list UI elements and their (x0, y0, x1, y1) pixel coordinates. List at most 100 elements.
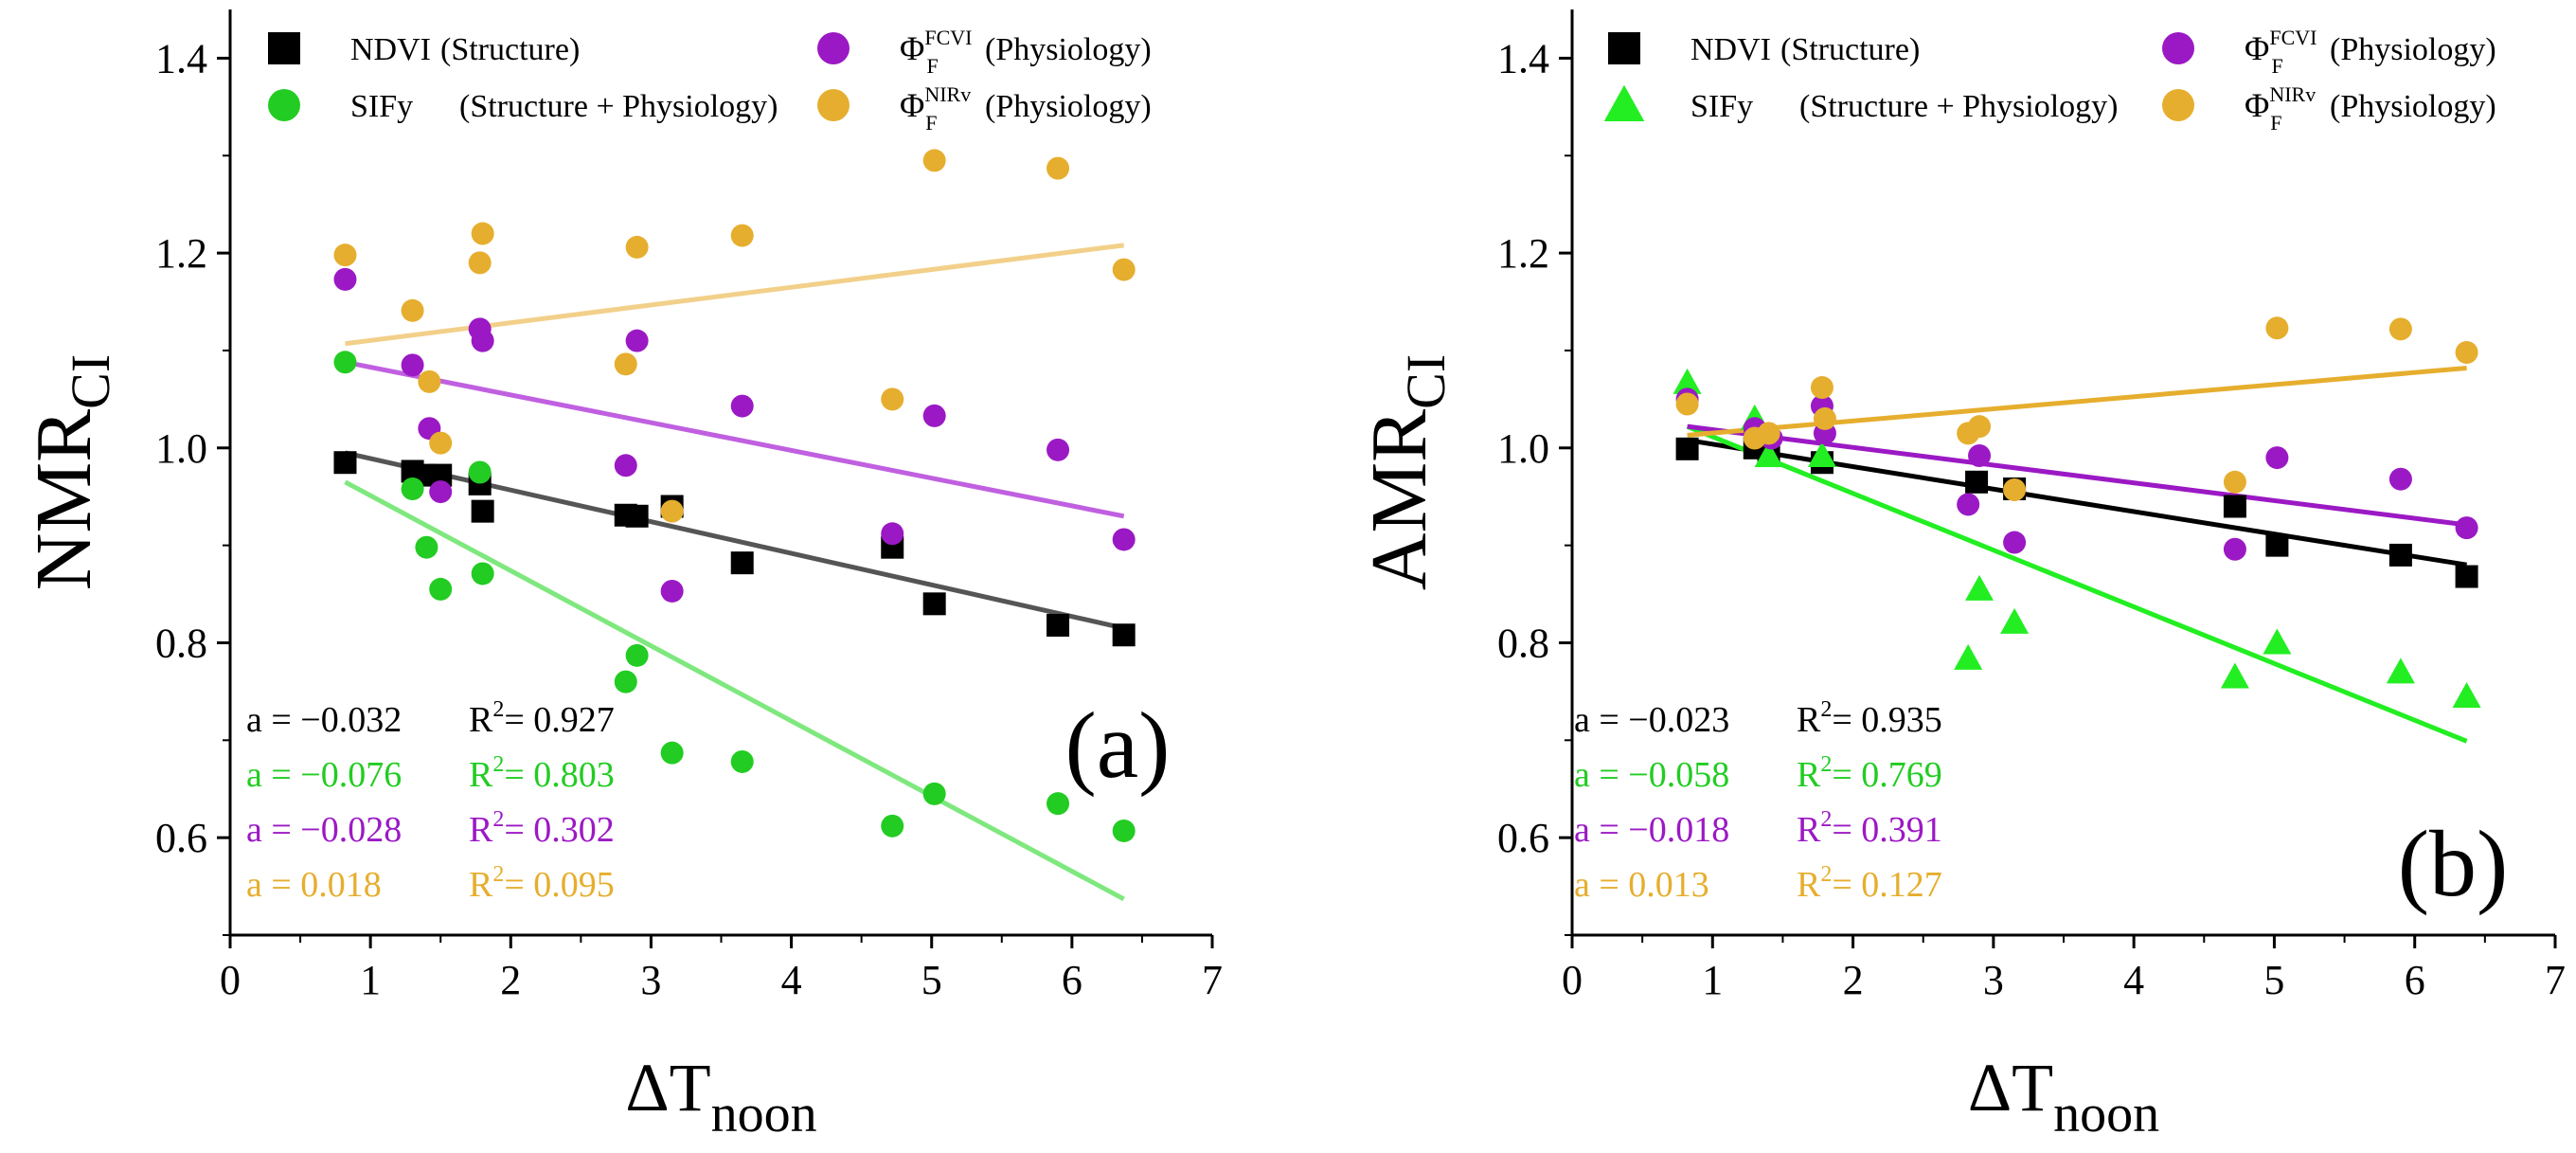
data-point-fnirv (429, 431, 453, 455)
legend-sup: NIRv (2269, 82, 2316, 106)
fit-line-fnirv (345, 243, 1124, 347)
data-point-sify (1965, 574, 1995, 601)
stat-slope: a = −0.058 (1574, 755, 1729, 795)
y-tick-label: 1.0 (1497, 425, 1549, 472)
data-point-ffcvi (2003, 531, 2027, 554)
x-axis-label: ΔTnoon (1968, 1050, 2159, 1144)
data-point-sify (2452, 682, 2481, 709)
data-point-ndvi (922, 592, 946, 616)
data-point-ffcvi (471, 329, 494, 352)
fit-line-ffcvi (1687, 423, 2467, 528)
panel-b: 0 1 2 3 4 5 6 7 0.6 0.8 1.0 1.2 1.4 NDVI (Structure) SI… (1355, 9, 2566, 1144)
legend-desc: (Structure) (1780, 32, 1920, 67)
x-tick-label: 1 (360, 957, 381, 1003)
data-point-ffcvi (2223, 537, 2246, 561)
data-point-ffcvi (660, 579, 684, 603)
legend-desc: (Physiology) (985, 32, 1152, 67)
y-axis-label: AMRCI (1355, 354, 1457, 590)
y-tick-label: 1.2 (155, 230, 207, 277)
data-point-fnirv (1813, 406, 1836, 430)
data-point-ffcvi (625, 329, 649, 352)
data-point-ffcvi (1112, 528, 1136, 551)
stat-annotation: a = 0.018 R2= 0.095 (246, 862, 615, 905)
x-tick-label: 5 (2263, 957, 2284, 1003)
data-point-ndvi (625, 504, 649, 528)
stat-r2-sup: 2 (1820, 807, 1832, 832)
y-tick-label: 1.0 (155, 425, 207, 472)
x-tick-label: 6 (2405, 957, 2425, 1003)
legend-desc: (Physiology) (2330, 32, 2496, 67)
x-axis-label-main: ΔT (625, 1050, 710, 1126)
x-tick-label: 0 (1562, 957, 1583, 1003)
data-point-fnirv (614, 352, 637, 376)
y-tick-label: 0.8 (1497, 620, 1549, 666)
stat-r2-sup: 2 (492, 752, 504, 777)
y-tick-label: 0.6 (1497, 815, 1549, 861)
data-point-ndvi (2223, 495, 2246, 518)
legend-label: ΦNIRv F (Physiology) (2245, 82, 2496, 135)
data-point-fnirv (401, 298, 424, 322)
y-axis-label-main: AMR (1355, 409, 1443, 590)
y-tick-label: 0.8 (155, 620, 207, 666)
data-point-ffcvi (614, 454, 637, 477)
stat-r2-sup: 2 (1820, 752, 1832, 777)
data-point-ndvi (2388, 543, 2412, 567)
fit-line-sify (1686, 423, 2468, 744)
data-point-fnirv (2388, 317, 2412, 341)
x-axis-label-sub: noon (711, 1085, 817, 1144)
data-point-fnirv (1757, 422, 1780, 445)
data-point-ndvi (471, 499, 494, 523)
data-point-ndvi (2265, 533, 2289, 557)
stat-r2-value: = 0.927 (504, 700, 614, 740)
legend-marker (2162, 32, 2194, 64)
legend-sub: F (2270, 111, 2281, 135)
x-tick-label: 3 (640, 957, 661, 1003)
stat-r2-value: = 0.095 (504, 865, 614, 905)
stat-r2-label: R (1797, 865, 1821, 905)
legend-sub: F (2271, 54, 2282, 78)
legend-sup: NIRv (924, 82, 971, 106)
data-point-sify (922, 782, 946, 805)
legend-desc: (Structure + Physiology) (1799, 89, 2118, 124)
data-point-fnirv (881, 387, 904, 411)
x-tick-label: 3 (1983, 957, 2004, 1003)
data-point-ffcvi (1046, 438, 1070, 461)
stat-annotation: a = −0.023 R2= 0.935 (1574, 697, 1942, 740)
data-point-sify (1112, 819, 1136, 842)
stat-r2-label: R (469, 865, 493, 905)
legend-sup: FCVI (2269, 26, 2317, 49)
data-point-fnirv (1675, 392, 1699, 416)
legend-marker (2162, 89, 2194, 121)
data-point-fnirv (922, 149, 946, 172)
data-point-sify (2386, 658, 2415, 684)
data-point-ffcvi (2265, 446, 2289, 470)
x-tick-label: 2 (1843, 957, 1864, 1003)
data-point-sify (333, 351, 357, 374)
data-point-ffcvi (429, 480, 453, 504)
legend-marker (268, 89, 300, 121)
x-tick-label: 0 (220, 957, 241, 1003)
data-point-ffcvi (881, 522, 904, 546)
legend-label: SIFy (Structure + Physiology) (350, 89, 778, 124)
stat-r2-value: = 0.391 (1832, 810, 1941, 850)
legend-symbol: Φ (900, 29, 924, 67)
legend-desc: (Structure) (440, 32, 580, 67)
stat-r2-sup: 2 (492, 697, 504, 722)
stat-r2-label: R (469, 755, 493, 795)
stat-r2-sup: 2 (1820, 862, 1832, 887)
y-axis-label-sub: CI (1395, 354, 1457, 409)
legend-sub: F (925, 111, 937, 135)
legend-name: SIFy (1690, 89, 1753, 124)
data-point-sify (1754, 441, 1783, 468)
stat-r2-value: = 0.302 (504, 810, 614, 850)
y-axis-label-main: NMR (20, 409, 108, 590)
data-point-fnirv (730, 224, 754, 247)
stat-annotation: a = −0.018 R2= 0.391 (1574, 807, 1942, 850)
data-point-sify (1673, 368, 1702, 394)
data-point-fnirv (1046, 156, 1070, 180)
data-point-sify (625, 643, 649, 667)
legend-desc: (Physiology) (2330, 89, 2496, 124)
legend-sup: FCVI (924, 26, 972, 49)
x-axis-label-sub: noon (2053, 1085, 2159, 1144)
fit-line-fnirv (1687, 365, 2467, 438)
